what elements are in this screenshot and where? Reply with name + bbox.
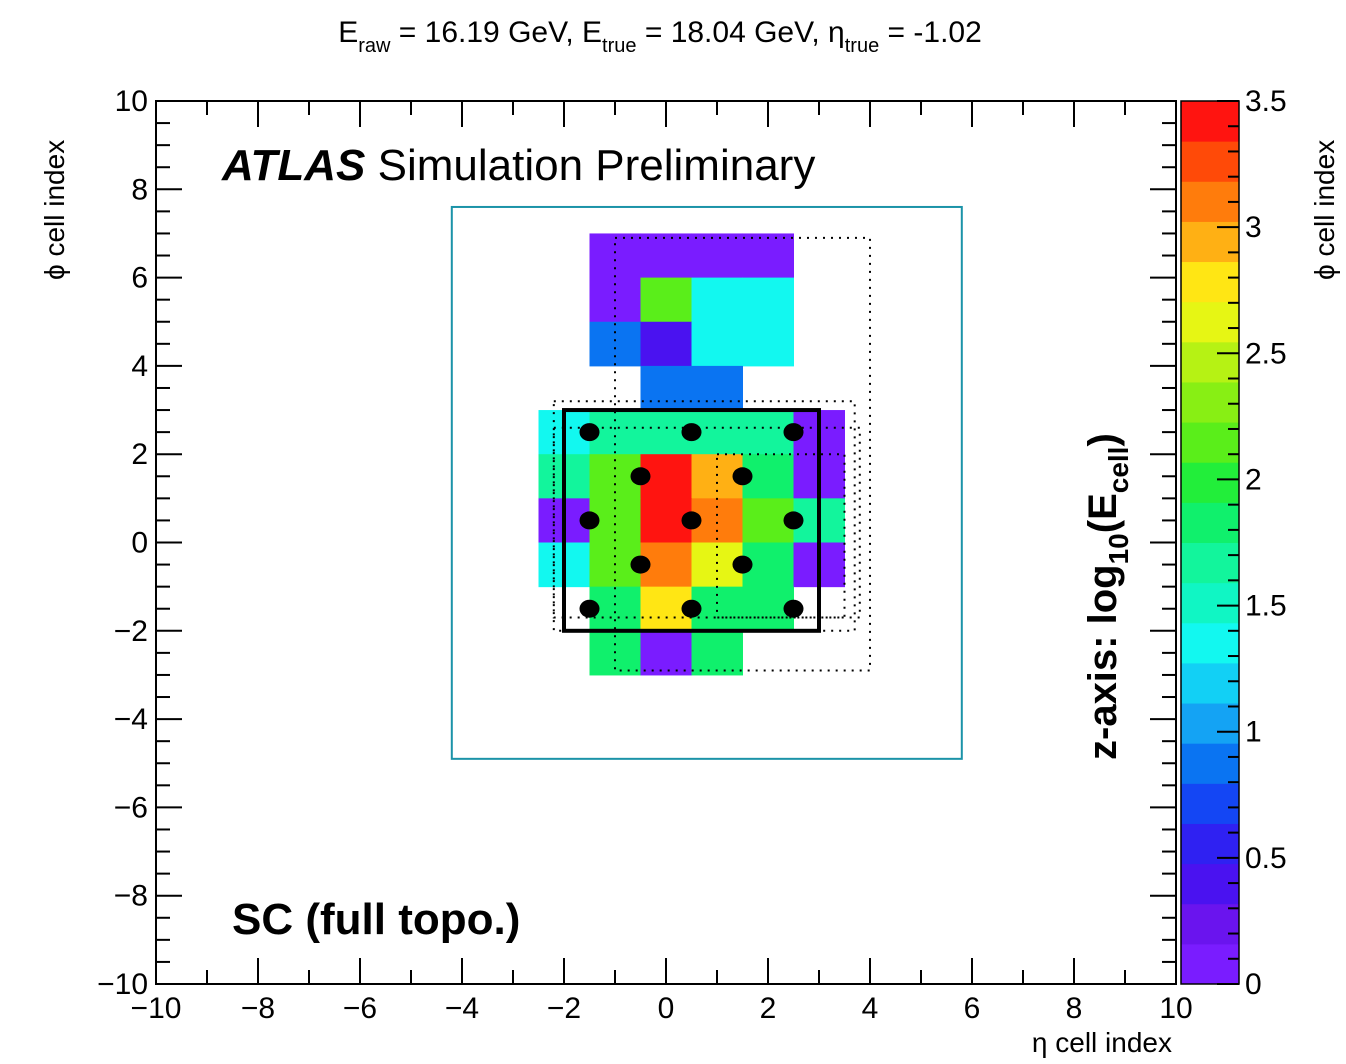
heatmap-cell (640, 630, 692, 676)
outer-region-box (450, 205, 963, 760)
color-bar-tick-label: 1.5 (1245, 590, 1287, 623)
y-tick-label: 8 (131, 173, 148, 206)
color-bar-segment (1181, 943, 1239, 985)
y-tick-label: −6 (114, 791, 148, 824)
x-axis-title: η cell index (1032, 1027, 1172, 1058)
y-tick-label: −8 (114, 880, 148, 913)
color-bar-segment (1181, 341, 1239, 383)
cluster-boxes (450, 205, 963, 760)
y-tick-label: 0 (131, 527, 148, 560)
x-tick-label: 4 (862, 992, 879, 1025)
heatmap-cell (691, 365, 743, 411)
color-bar-tick-label: 2.5 (1245, 337, 1287, 370)
x-tick-label: 10 (1159, 992, 1192, 1025)
heatmap-cell (640, 321, 692, 367)
heatmap-cell (589, 233, 641, 279)
color-bar-tick-label: 3 (1245, 211, 1262, 244)
color-bar-tick-label: 2 (1245, 463, 1262, 496)
dotted-cluster-box (716, 453, 846, 619)
y-tick-label: −2 (114, 615, 148, 648)
heatmap-cell (640, 365, 692, 411)
y-tick-label: 10 (115, 85, 148, 118)
color-bar-tick-label: 1 (1245, 716, 1262, 749)
cell-marker-dot (630, 467, 651, 486)
chart-title: Eraw = 16.19 GeV, Etrue = 18.04 GeV, ηtr… (338, 16, 982, 57)
heatmap-cell (691, 277, 743, 323)
color-bar-segment (1181, 502, 1239, 543)
heatmap-cell (640, 233, 692, 279)
cell-marker-dot (579, 511, 600, 530)
y-tick-label: −10 (97, 968, 148, 1001)
x-tick-label: 6 (964, 992, 981, 1025)
color-bar-segment (1181, 582, 1239, 624)
color-bar-segment (1181, 622, 1239, 664)
color-bar-tick-label: 3.5 (1245, 85, 1287, 118)
cell-marker-dot (579, 599, 600, 618)
color-bar-segment (1181, 301, 1239, 343)
solid-cluster-box (562, 408, 821, 633)
heatmap-cell (742, 321, 794, 367)
cell-marker-dot (783, 423, 804, 442)
y-tick-label: 4 (131, 350, 148, 383)
y-axis-title-right: ϕ cell index (1309, 140, 1340, 280)
color-bar-segment (1181, 141, 1239, 182)
cell-marker-dot (681, 599, 702, 618)
color-bar-segment (1181, 381, 1239, 423)
y-tick-label: 2 (131, 438, 148, 471)
cell-marker-dot (732, 555, 753, 574)
color-bar-frame (1180, 100, 1240, 985)
heatmap-cell (742, 277, 794, 323)
color-bar-ticks: 0 0.5 1 1.5 2 2.5 3 3.5 (1217, 85, 1287, 1001)
cell-marker-dot (630, 555, 651, 574)
color-bar-segment (1181, 903, 1239, 945)
dotted-cluster-box (552, 426, 861, 619)
cell-marker-dot (783, 511, 804, 530)
x-tick-label: 8 (1066, 992, 1083, 1025)
cell-marker-dot (579, 423, 600, 442)
x-tick-label: −10 (131, 992, 182, 1025)
heatmap-cell (691, 233, 743, 279)
x-tick-label: 0 (658, 992, 675, 1025)
heatmap-cell (589, 321, 641, 367)
cell-markers (579, 423, 804, 618)
cell-marker-dot (732, 467, 753, 486)
axis-ticks (155, 100, 1177, 985)
color-bar-tick-label: 0.5 (1245, 842, 1287, 875)
heatmap-cell (691, 630, 743, 676)
color-bar-segment (1181, 783, 1239, 824)
x-tick-label: −6 (343, 992, 377, 1025)
atlas-label: ATLAS Simulation Preliminary (221, 141, 815, 190)
x-tick-label: −8 (241, 992, 275, 1025)
color-bar-segment (1181, 662, 1239, 704)
color-bar-segment (1181, 101, 1239, 142)
color-bar (1180, 100, 1240, 985)
cell-marker-dot (681, 423, 702, 442)
cell-marker-dot (681, 511, 702, 530)
z-axis-title: z-axis: log10(Ecell) (1081, 433, 1134, 760)
x-tick-label: −2 (547, 992, 581, 1025)
y-axis-title-left: ϕ cell index (39, 140, 70, 280)
heatmap-cell (742, 233, 794, 279)
color-bar-segment (1181, 703, 1239, 744)
color-bar-segment (1181, 743, 1239, 784)
y-tick-label: 6 (131, 262, 148, 295)
color-bar-segment (1181, 221, 1239, 263)
sc-label: SC (full topo.) (232, 895, 520, 944)
y-tick-label: −4 (114, 703, 148, 736)
color-bar-tick-label: 0 (1245, 968, 1262, 1001)
x-tick-label: 2 (760, 992, 777, 1025)
color-bar-segment (1181, 542, 1239, 584)
axis-tick-labels: −10 −8 −6 −4 −2 0 2 4 6 8 10 −10 −8 −6 −4 −2 0 2 4 6 8 10 (97, 85, 1193, 1025)
cell-marker-dot (783, 599, 804, 618)
color-bar-segment (1181, 462, 1239, 503)
heatmap-cell (640, 277, 692, 323)
color-bar-segment (1181, 261, 1239, 303)
x-tick-label: −4 (445, 992, 479, 1025)
heatmap-cell (691, 321, 743, 367)
